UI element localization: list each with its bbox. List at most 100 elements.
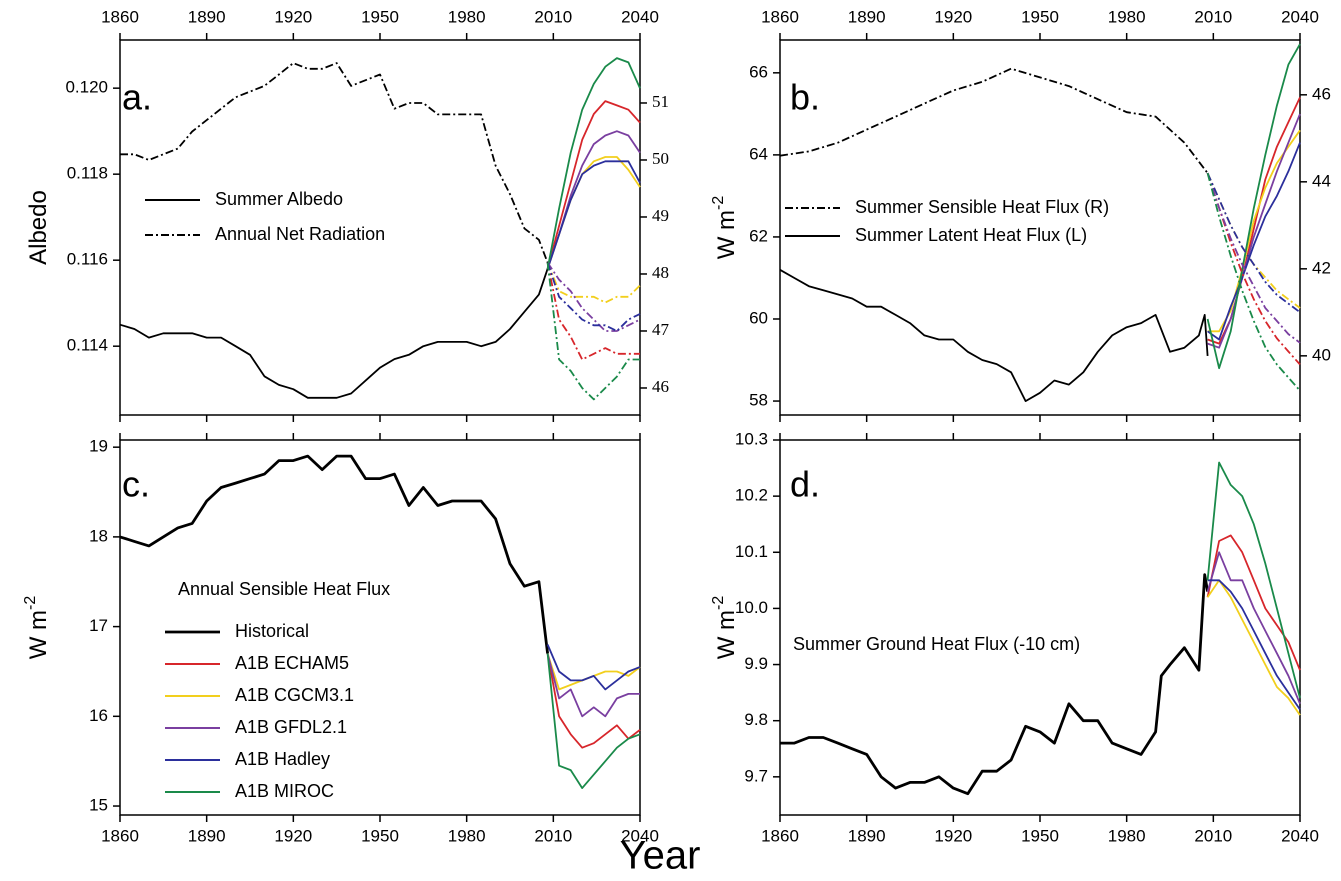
x-tick-label: 1980	[1108, 826, 1146, 845]
x-tick-label: 1950	[361, 826, 399, 845]
y-axis-title-text: W m	[713, 610, 740, 659]
x-tick-label: 1980	[448, 7, 486, 26]
panel-label: d.	[790, 464, 820, 505]
y-axis-title-sup: -2	[710, 196, 727, 210]
x-tick-label: 1920	[274, 7, 312, 26]
series-line	[119, 268, 549, 399]
x-tick-label: 1890	[188, 826, 226, 845]
y-tick-label: 10.3	[735, 429, 768, 448]
x-tick-label: 1980	[1108, 7, 1146, 26]
y2-tick-label: 50	[652, 149, 669, 168]
x-tick-label: 1950	[361, 7, 399, 26]
y-axis-title: W m-2	[710, 596, 740, 660]
y-tick-label: 17	[89, 616, 108, 635]
annotation: Summer Ground Heat Flux (-10 cm)	[793, 634, 1080, 654]
x-axis-title: Year	[620, 834, 701, 878]
series-line	[1207, 579, 1301, 711]
y-tick-label: 0.114	[67, 336, 108, 355]
y2-tick-label: 42	[1312, 258, 1331, 277]
panel-label: a.	[122, 77, 152, 118]
series-line	[546, 262, 641, 332]
y-axis-title: W m-2	[710, 196, 740, 260]
y-tick-label: 10.2	[735, 486, 768, 505]
y-tick-label: 9.8	[744, 710, 768, 729]
y-tick-label: 9.9	[744, 654, 768, 673]
x-tick-label: 1890	[188, 7, 226, 26]
y-tick-label: 0.118	[67, 164, 108, 183]
x-tick-label: 1950	[1021, 826, 1059, 845]
series-line	[1207, 113, 1301, 349]
y-axis-title-sup: -2	[22, 596, 39, 610]
legend-label: A1B MIROC	[235, 781, 334, 801]
x-tick-label: 2010	[534, 826, 572, 845]
legend-label: Summer Latent Heat Flux (L)	[855, 225, 1087, 245]
y-tick-label: 64	[749, 144, 768, 163]
legend-label: A1B ECHAM5	[235, 653, 349, 673]
x-tick-label: 1860	[761, 7, 799, 26]
x-tick-label: 2010	[1194, 826, 1232, 845]
plot-frame	[779, 439, 1301, 816]
series-line	[1206, 172, 1301, 314]
y-tick-label: 9.7	[744, 766, 768, 785]
y-tick-label: 19	[89, 437, 108, 456]
x-tick-label: 2040	[1281, 7, 1319, 26]
y-tick-label: 0.116	[67, 250, 108, 269]
x-tick-label: 1860	[101, 826, 139, 845]
series-line	[1206, 551, 1301, 705]
x-tick-label: 1890	[848, 826, 886, 845]
series-line	[119, 454, 549, 654]
x-tick-label: 1950	[1021, 7, 1059, 26]
y-axis-title-sup: -2	[710, 596, 727, 610]
y2-tick-label: 44	[1312, 171, 1331, 190]
series-line	[120, 62, 549, 263]
y-tick-label: 66	[749, 62, 768, 81]
x-tick-label: 1860	[761, 826, 799, 845]
x-tick-label: 1920	[274, 826, 312, 845]
series-line	[546, 160, 641, 270]
y-axis-title: W m-2	[22, 596, 52, 660]
series-line	[546, 262, 640, 401]
series-line	[546, 262, 641, 304]
x-tick-label: 2040	[1281, 826, 1319, 845]
legend-label: Summer Albedo	[215, 189, 343, 209]
y-tick-label: 10.0	[735, 598, 768, 617]
y-axis-title: Albedo	[25, 190, 52, 265]
legend-label: Annual Net Radiation	[215, 224, 385, 244]
y-axis-title-text: Albedo	[25, 190, 52, 265]
y2-tick-label: 48	[652, 263, 669, 282]
y-tick-label: 0.120	[65, 78, 108, 97]
y-tick-label: 58	[749, 391, 768, 410]
panel-label: b.	[790, 77, 820, 118]
x-tick-label: 2010	[534, 7, 572, 26]
panel-label: c.	[122, 464, 150, 505]
x-tick-label: 2010	[1194, 7, 1232, 26]
series-line	[1207, 142, 1301, 341]
y2-tick-label: 46	[652, 377, 669, 396]
legend-title: Annual Sensible Heat Flux	[178, 579, 390, 599]
series-line	[546, 156, 641, 270]
x-tick-label: 1890	[848, 7, 886, 26]
series-line	[1206, 172, 1301, 344]
legend-label: A1B CGCM3.1	[235, 685, 354, 705]
y-tick-label: 16	[89, 706, 108, 725]
series-line	[1206, 579, 1301, 716]
y-axis-title-text: W m	[713, 210, 740, 259]
series-line	[546, 262, 640, 361]
x-tick-label: 2040	[621, 7, 659, 26]
x-tick-label: 1860	[101, 7, 139, 26]
y-tick-label: 62	[749, 226, 768, 245]
series-line	[1206, 43, 1301, 370]
legend-label: Summer Sensible Heat Flux (R)	[855, 197, 1109, 217]
legend-label: Historical	[235, 621, 309, 641]
legend-label: A1B Hadley	[235, 749, 330, 769]
series-line	[780, 573, 1209, 796]
series-line	[1206, 172, 1301, 392]
series-line	[546, 653, 641, 691]
y-tick-label: 10.1	[735, 542, 768, 561]
series-line	[546, 57, 641, 269]
series-line	[546, 653, 641, 749]
series-line	[1207, 97, 1301, 345]
plot-frame	[119, 439, 641, 816]
x-tick-label: 2040	[621, 826, 659, 845]
